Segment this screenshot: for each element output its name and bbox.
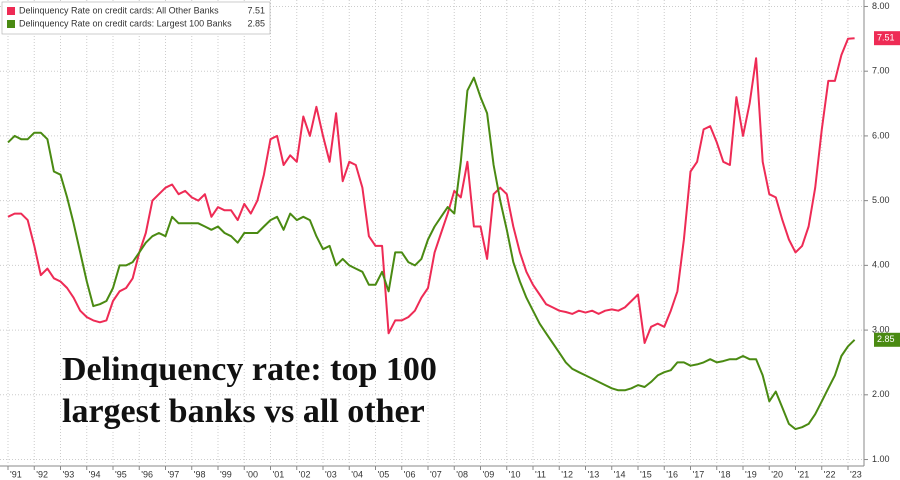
x-tick-label: '10	[509, 469, 521, 479]
x-tick-label: '97	[168, 469, 180, 479]
x-tick-label: '06	[404, 469, 416, 479]
series-line	[7, 37, 855, 344]
x-tick-label: '99	[220, 469, 232, 479]
x-tick-label: '20	[771, 469, 783, 479]
x-tick-label: '22	[824, 469, 836, 479]
x-tick-label: '17	[693, 469, 705, 479]
legend-value: 7.51	[247, 5, 265, 15]
y-tick-label: 5.00	[872, 195, 890, 205]
y-tick-label: 3.00	[872, 324, 890, 334]
legend-label: Delinquency Rate on credit cards: All Ot…	[19, 5, 219, 15]
x-tick-label: '91	[10, 469, 22, 479]
x-tick-label: '23	[850, 469, 862, 479]
x-tick-label: '05	[378, 469, 390, 479]
x-tick-label: '92	[36, 469, 48, 479]
last-value-box	[874, 31, 900, 46]
y-tick-label: 4.00	[872, 260, 890, 270]
x-tick-label: '00	[246, 469, 258, 479]
y-tick-label: 8.00	[872, 1, 890, 11]
annotation: largest banks vs all other	[62, 393, 425, 430]
y-tick-label: 6.00	[872, 130, 890, 140]
x-tick-label: '04	[351, 469, 363, 479]
x-tick-label: '15	[640, 469, 652, 479]
y-tick-label: 7.00	[872, 66, 890, 76]
y-tick-label: 2.00	[872, 389, 890, 399]
x-tick-label: '12	[561, 469, 573, 479]
annotation: Delinquency rate: top 100	[62, 351, 437, 388]
last-value-box	[874, 332, 900, 347]
x-tick-label: '13	[588, 469, 600, 479]
x-tick-label: '96	[141, 469, 153, 479]
legend-swatch	[7, 7, 15, 15]
y-tick-label: 1.00	[872, 454, 890, 464]
x-tick-label: '95	[115, 469, 127, 479]
series-line	[7, 76, 856, 431]
legend-value: 2.85	[247, 18, 265, 28]
x-tick-label: '01	[273, 469, 285, 479]
last-value-label: 7.51	[877, 33, 895, 43]
legend-swatch	[7, 20, 15, 28]
x-tick-label: '11	[535, 469, 546, 479]
legend-box	[1, 1, 271, 35]
x-tick-label: '09	[483, 469, 495, 479]
x-tick-label: '18	[719, 469, 731, 479]
x-tick-label: '98	[194, 469, 206, 479]
x-tick-label: '08	[456, 469, 468, 479]
last-value-label: 2.85	[877, 334, 895, 344]
x-tick-label: '94	[89, 469, 101, 479]
x-tick-label: '02	[299, 469, 311, 479]
x-tick-label: '14	[614, 469, 626, 479]
x-tick-label: '21	[798, 469, 810, 479]
x-tick-label: '93	[63, 469, 75, 479]
legend-label: Delinquency Rate on credit cards: Larges…	[19, 18, 232, 28]
x-tick-label: '03	[325, 469, 337, 479]
x-tick-label: '16	[666, 469, 678, 479]
x-tick-label: '07	[430, 469, 442, 479]
x-tick-label: '19	[745, 469, 757, 479]
legend: Delinquency Rate on credit cards: All Ot…	[1, 1, 271, 35]
